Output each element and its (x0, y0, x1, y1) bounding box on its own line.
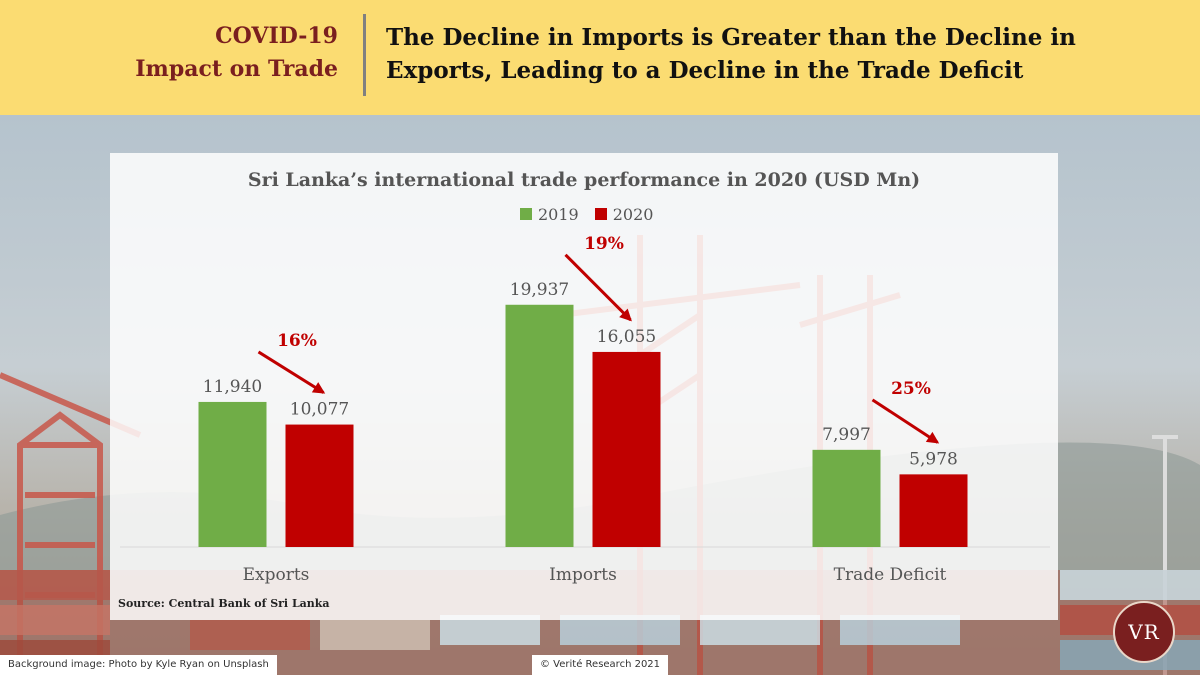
bar-chart: 11,940 10,077 Exports 16% 19,937 16,055 Import… (120, 234, 1050, 585)
category-label-imports: Imports (549, 565, 617, 585)
section-tag: COVID-19 Impact on Trade (135, 20, 338, 86)
legend-swatch-2020 (594, 208, 607, 220)
verite-logo: VR (1113, 601, 1175, 663)
source-note: Source: Central Bank of Sri Lanka (118, 597, 330, 610)
category-label-exports: Exports (243, 565, 310, 585)
change-arrowhead-trade-deficit (925, 431, 940, 444)
data-label-exports-2019: 11,940 (203, 377, 262, 397)
headline: The Decline in Imports is Greater than t… (386, 24, 1076, 84)
change-percent-imports: 19% (584, 234, 624, 254)
bar-exports-2020 (285, 424, 354, 547)
legend-item-2020: 2020 (594, 204, 654, 224)
tag-line-1: COVID-19 (215, 23, 338, 49)
bar-imports-2020 (592, 351, 661, 547)
legend-label-2020: 2020 (612, 204, 654, 224)
chart-panel: 11,940 10,077 Exports 16% 19,937 16,055 Import… (110, 153, 1058, 620)
bar-trade-deficit-2020 (899, 474, 968, 547)
change-arrow-imports (564, 253, 632, 321)
data-label-trade-deficit-2020: 5,978 (909, 449, 958, 469)
copyright: © Verité Research 2021 (532, 655, 669, 675)
bar-trade-deficit-2019 (812, 449, 881, 547)
header-divider (363, 14, 366, 96)
data-label-imports-2019: 19,937 (510, 280, 569, 300)
category-label-trade-deficit: Trade Deficit (834, 565, 947, 585)
change-arrowhead-imports (619, 308, 632, 322)
header-banner: COVID-19 Impact on Trade The Decline in … (0, 0, 1200, 115)
bar-exports-2019 (198, 401, 267, 547)
bar-imports-2019 (505, 304, 574, 547)
data-label-imports-2020: 16,055 (597, 327, 656, 347)
change-percent-trade-deficit: 25% (891, 379, 931, 399)
legend-label-2019: 2019 (538, 204, 579, 224)
change-arrow-exports (257, 350, 325, 394)
chart-legend: 2019 2020 (520, 203, 669, 225)
change-percent-exports: 16% (277, 331, 317, 351)
data-label-exports-2020: 10,077 (290, 400, 349, 420)
background-credit: Background image: Photo by Kyle Ryan on … (0, 655, 277, 675)
tag-line-2: Impact on Trade (135, 56, 338, 82)
change-arrowhead-exports (311, 382, 326, 394)
legend-item-2019: 2019 (520, 205, 579, 224)
legend-swatch-2019 (520, 208, 532, 220)
chart-title: Sri Lanka’s international trade performa… (247, 169, 921, 191)
data-label-trade-deficit-2019: 7,997 (822, 425, 871, 445)
change-arrow-trade-deficit (871, 398, 939, 444)
